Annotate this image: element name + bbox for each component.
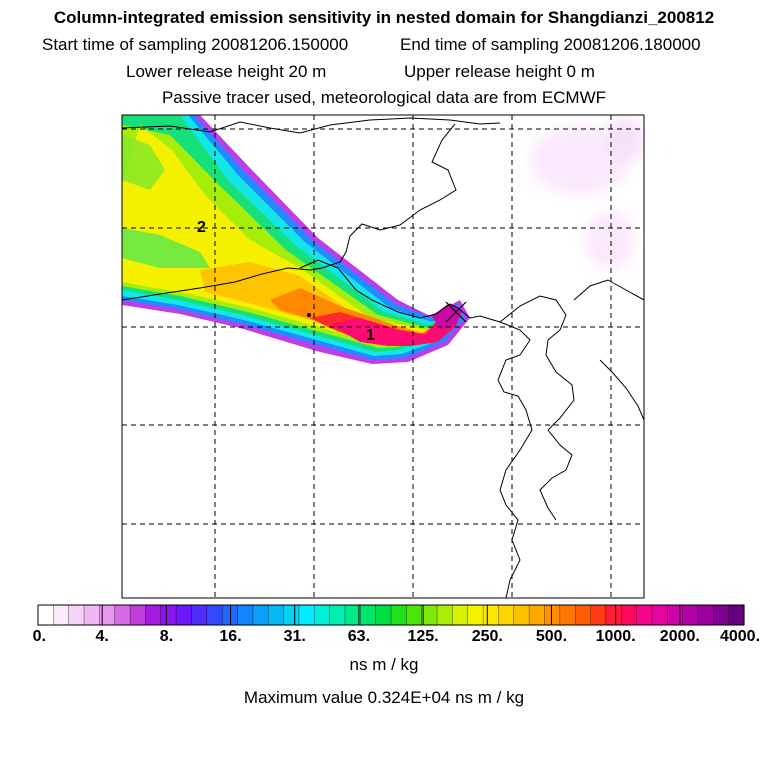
colorbar-tick-label: 16.	[219, 628, 242, 645]
lower-release-height-label: Lower release height 20 m	[126, 62, 327, 81]
colorbar-segment	[160, 605, 177, 625]
colorbar-major-dividers	[101, 605, 681, 625]
colorbar-segment	[130, 605, 147, 625]
maximum-value-label: Maximum value 0.324E+04 ns m / kg	[243, 688, 525, 707]
colorbar-tick-label: 2000.	[659, 628, 700, 645]
colorbar-segment	[375, 605, 392, 625]
colorbar-tick-label: 4.	[95, 628, 109, 645]
colorbar-segment	[728, 605, 745, 625]
plume-band-dark-orange	[270, 288, 432, 340]
border-line-west	[122, 267, 311, 301]
colorbar-segment	[559, 605, 576, 625]
colorbar-segment	[452, 605, 469, 625]
colorbar-segment	[38, 605, 54, 625]
annotation-label-2: 2	[197, 219, 206, 236]
coastline-east	[573, 279, 644, 301]
colorbar-segment	[329, 605, 346, 625]
colorbar-tick-label: 0.	[32, 628, 47, 645]
colorbar-segment	[467, 605, 484, 625]
colorbar-segment	[145, 605, 162, 625]
colorbar-segment	[344, 605, 361, 625]
faint-sensitivity-patches	[530, 118, 644, 270]
colorbar-segment	[99, 605, 116, 625]
colorbar-segment	[298, 605, 315, 625]
colorbar-segment	[252, 605, 269, 625]
colorbar-segment	[605, 605, 622, 625]
grid-lines	[122, 115, 644, 598]
colorbar-tick-label: 31.	[283, 628, 306, 645]
plume-core-green-1	[122, 228, 210, 268]
start-time-label: Start time of sampling 20081206.150000	[42, 35, 349, 54]
colorbar-segment	[667, 605, 684, 625]
colorbar-segment	[636, 605, 653, 625]
annotation-label-1: 1	[366, 327, 375, 344]
colorbar-segment	[590, 605, 607, 625]
colorbar-segment	[437, 605, 453, 625]
colorbar-segment	[713, 605, 730, 625]
coastline-korea	[499, 295, 575, 521]
colorbar-segment	[283, 605, 300, 625]
chart-title: Column-integrated emission sensitivity i…	[53, 8, 715, 27]
colorbar-segment	[421, 605, 438, 625]
plume-band-magenta	[330, 312, 462, 346]
colorbar-segment	[114, 605, 131, 625]
colorbar-tick-label: 500.	[535, 628, 568, 645]
colorbar-segment	[176, 605, 193, 625]
colorbar-segment	[191, 605, 208, 625]
colorbar-segment	[498, 605, 515, 625]
colorbar-segment	[237, 605, 254, 625]
colorbar-segment	[651, 605, 668, 625]
colorbar-segment	[544, 605, 561, 625]
coastline-east-2	[599, 359, 644, 421]
colorbar-segment	[268, 605, 285, 625]
colorbar-tick-label: 4000.	[719, 628, 761, 645]
colorbar-tick-label: 125.	[407, 628, 439, 645]
colorbar	[38, 605, 745, 625]
upper-release-height-label: Upper release height 0 m	[404, 62, 595, 81]
colorbar-tick-label: 63.	[347, 628, 371, 645]
colorbar-segment	[68, 605, 85, 625]
colorbar-segment	[682, 605, 699, 625]
colorbar-segment	[360, 605, 377, 625]
city-marker-dot	[307, 313, 311, 317]
colorbar-tick-label: 1000.	[595, 628, 636, 645]
release-site-marker	[445, 301, 467, 323]
colorbar-segment	[53, 605, 70, 625]
colorbar-tick-label: 250.	[471, 628, 503, 645]
colorbar-segment	[206, 605, 223, 625]
colorbar-segment	[406, 605, 423, 625]
colorbar-frame	[37, 604, 745, 626]
colorbar-segment	[314, 605, 331, 625]
tracer-note: Passive tracer used, meteorological data…	[161, 88, 607, 107]
colorbar-segment	[513, 605, 530, 625]
coastline-north-peninsula	[309, 123, 457, 271]
coastline-gulf	[299, 259, 459, 319]
colorbar-segment	[84, 605, 100, 625]
plume-layers	[122, 115, 644, 364]
colorbar-segment	[529, 605, 546, 625]
colorbar-segment	[697, 605, 714, 625]
colorbar-segment	[621, 605, 638, 625]
colorbar-tick-label: 8.	[159, 628, 174, 645]
map-frame	[121, 114, 645, 599]
colorbar-segment	[483, 605, 500, 625]
plume-core-green-2	[122, 135, 165, 190]
colorbar-segment	[575, 605, 592, 625]
end-time-label: End time of sampling 20081206.180000	[400, 35, 701, 54]
colorbar-units-label: ns m / kg	[349, 655, 419, 674]
colorbar-segment	[391, 605, 407, 625]
plume-band-yellow	[122, 125, 444, 344]
coastline-south	[457, 307, 533, 598]
